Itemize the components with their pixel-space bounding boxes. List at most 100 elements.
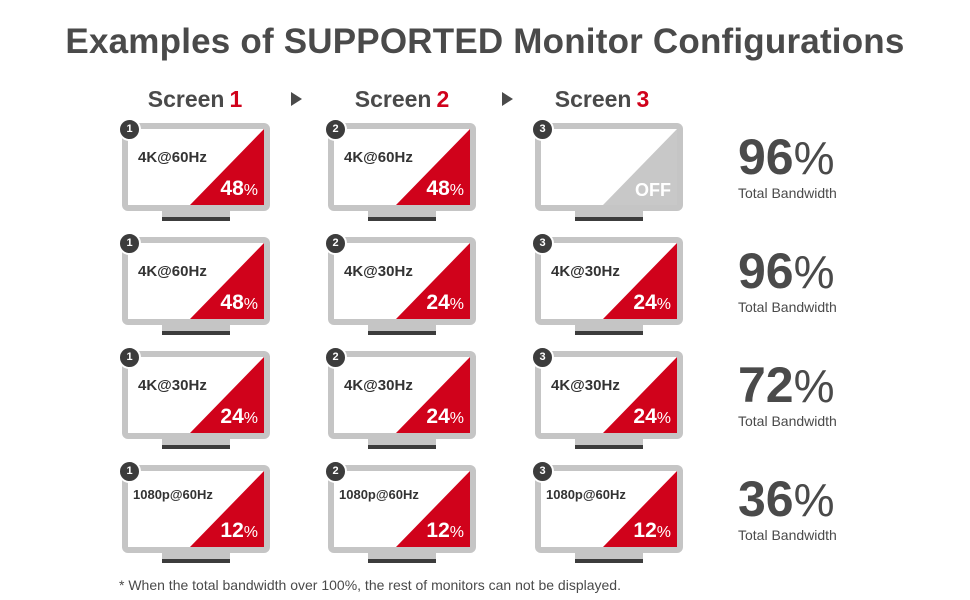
monitor-screen-1: 4K@60Hz 48% 1 — [118, 118, 270, 223]
monitor-screen-3: 1080p@60Hz 12% 3 — [531, 460, 683, 565]
monitor-stand-base — [575, 331, 643, 335]
monitor-stand — [575, 553, 643, 562]
resolution-label: 4K@60Hz — [138, 149, 207, 166]
monitor-stand — [368, 553, 436, 562]
total-bandwidth-number: 96 — [738, 129, 794, 185]
bandwidth-percent: 24% — [220, 405, 258, 429]
bandwidth-triangle — [396, 357, 470, 433]
total-bandwidth-label: Total Bandwidth — [738, 527, 837, 543]
screen-1-header: Screen 1 — [115, 86, 275, 113]
resolution-label: 1080p@60Hz — [133, 487, 213, 502]
bandwidth-percent-value: 24 — [633, 291, 657, 314]
monitor-bezel: 1080p@60Hz 12% — [328, 465, 476, 553]
total-bandwidth: 72% Total Bandwidth — [738, 360, 878, 429]
monitor-display: 1080p@60Hz 12% — [128, 471, 264, 547]
bandwidth-triangle — [190, 357, 264, 433]
bandwidth-percent: 24% — [633, 291, 671, 315]
bandwidth-triangle — [190, 471, 264, 547]
bandwidth-triangle — [190, 243, 264, 319]
monitor-display: 4K@30Hz 24% — [334, 243, 470, 319]
total-bandwidth: 96% Total Bandwidth — [738, 246, 878, 315]
screen-number-badge: 2 — [324, 118, 347, 141]
monitor-stand-base — [575, 445, 643, 449]
monitor-display: 4K@30Hz 24% — [334, 357, 470, 433]
monitor-screen-3: OFF 3 — [531, 118, 683, 223]
percent-sign: % — [449, 182, 464, 199]
total-bandwidth-value: 96% — [738, 132, 878, 183]
percent-sign: % — [243, 296, 258, 313]
percent-sign: % — [449, 410, 464, 427]
total-bandwidth: 96% Total Bandwidth — [738, 132, 878, 201]
bandwidth-percent-value: 24 — [426, 405, 450, 428]
bandwidth-percent-value: 48 — [220, 177, 244, 200]
resolution-label: 1080p@60Hz — [339, 487, 419, 502]
monitor-stand — [162, 325, 230, 334]
bandwidth-triangle — [603, 129, 677, 205]
total-bandwidth-label: Total Bandwidth — [738, 299, 837, 315]
bandwidth-triangle — [190, 129, 264, 205]
arrow-right-icon — [291, 92, 302, 106]
screen-number-badge: 3 — [531, 232, 554, 255]
bandwidth-percent-value: 48 — [220, 291, 244, 314]
monitor-bezel: 4K@30Hz 24% — [328, 351, 476, 439]
resolution-label: 1080p@60Hz — [546, 487, 626, 502]
resolution-label: 4K@30Hz — [344, 377, 413, 394]
resolution-label: 4K@30Hz — [138, 377, 207, 394]
monitor-stand-base — [162, 559, 230, 563]
bandwidth-percent-value: 24 — [426, 291, 450, 314]
monitor-stand — [575, 439, 643, 448]
monitor-bezel: 4K@30Hz 24% — [122, 351, 270, 439]
total-bandwidth-label: Total Bandwidth — [738, 185, 837, 201]
monitor-stand — [575, 211, 643, 220]
monitor-stand-base — [575, 217, 643, 221]
screen-number-badge: 1 — [118, 460, 141, 483]
monitor-display: 4K@30Hz 24% — [541, 357, 677, 433]
monitor-bezel: 1080p@60Hz 12% — [535, 465, 683, 553]
monitor-screen-2: 1080p@60Hz 12% 2 — [324, 460, 476, 565]
monitor-bezel: 4K@60Hz 48% — [122, 237, 270, 325]
percent-sign: % — [793, 474, 835, 526]
total-bandwidth: 36% Total Bandwidth — [738, 474, 878, 543]
footnote: * When the total bandwidth over 100%, th… — [119, 577, 621, 593]
percent-sign: % — [243, 524, 258, 541]
bandwidth-triangle — [603, 357, 677, 433]
bandwidth-percent: 12% — [633, 519, 671, 543]
monitor-stand-base — [162, 445, 230, 449]
resolution-label: 4K@30Hz — [344, 263, 413, 280]
percent-sign: % — [656, 296, 671, 313]
monitor-bezel: 4K@30Hz 24% — [328, 237, 476, 325]
bandwidth-triangle — [396, 471, 470, 547]
monitor-bezel: 4K@60Hz 48% — [328, 123, 476, 211]
monitor-display: OFF — [541, 129, 677, 205]
monitor-display: 4K@60Hz 48% — [334, 129, 470, 205]
bandwidth-triangle — [396, 129, 470, 205]
monitor-stand-base — [368, 559, 436, 563]
bandwidth-percent-value: 12 — [220, 519, 244, 542]
total-bandwidth-value: 36% — [738, 474, 878, 525]
bandwidth-percent: OFF — [635, 180, 671, 201]
monitor-screen-1: 4K@30Hz 24% 1 — [118, 346, 270, 451]
screen-3-header-label: Screen — [554, 86, 632, 112]
screen-1-header-label: Screen — [147, 86, 225, 112]
bandwidth-percent-value: 48 — [426, 177, 450, 200]
total-bandwidth-number: 36 — [738, 471, 794, 527]
monitor-bezel: 1080p@60Hz 12% — [122, 465, 270, 553]
percent-sign: % — [243, 410, 258, 427]
monitor-stand — [368, 211, 436, 220]
screen-number-badge: 3 — [531, 346, 554, 369]
monitor-display: 4K@60Hz 48% — [128, 243, 264, 319]
monitor-stand-base — [162, 217, 230, 221]
monitor-stand-base — [368, 445, 436, 449]
bandwidth-percent-value: OFF — [635, 180, 671, 200]
percent-sign: % — [793, 246, 835, 298]
page-title: Examples of SUPPORTED Monitor Configurat… — [65, 22, 905, 61]
monitor-stand — [162, 211, 230, 220]
monitor-screen-2: 4K@30Hz 24% 2 — [324, 346, 476, 451]
bandwidth-triangle — [603, 243, 677, 319]
monitor-screen-3: 4K@30Hz 24% 3 — [531, 346, 683, 451]
screen-1-header-num: 1 — [229, 86, 243, 112]
monitor-stand — [162, 553, 230, 562]
screen-number-badge: 2 — [324, 460, 347, 483]
resolution-label: 4K@60Hz — [344, 149, 413, 166]
percent-sign: % — [656, 410, 671, 427]
